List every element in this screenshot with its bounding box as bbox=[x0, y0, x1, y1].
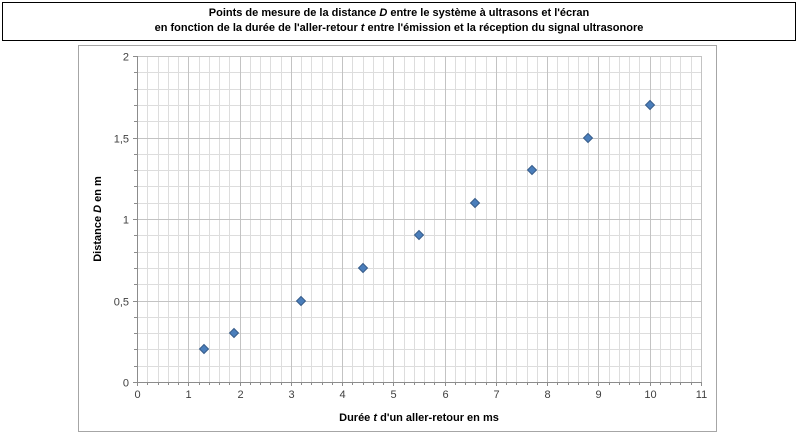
x-tick-label: 9 bbox=[595, 389, 601, 401]
x-tick-label: 0 bbox=[134, 389, 140, 401]
scatter-point bbox=[295, 295, 307, 307]
scatter-point bbox=[357, 262, 369, 274]
text-segment: d'un aller-retour en ms bbox=[377, 412, 499, 424]
text-segment: Durée bbox=[339, 412, 373, 424]
x-tick-label: 3 bbox=[288, 389, 294, 401]
x-tick-label: 10 bbox=[644, 389, 656, 401]
scatter-point bbox=[228, 327, 240, 339]
scatter-plot: 0 1 2 3 4 5 6 7 8 9 10 11 0 0,5 1 1,5 2 Durée t d'un alle… bbox=[92, 52, 707, 425]
x-axis-title: Durée t d'un aller-retour en ms bbox=[339, 412, 499, 424]
chart-title-line1: Points de mesure de la distance D entre … bbox=[3, 6, 795, 21]
italic-variable: t bbox=[360, 22, 365, 34]
scatter-point bbox=[526, 164, 538, 176]
y-tick-label: 1 bbox=[123, 215, 129, 227]
text-segment: entre le système à ultrasons et l'écran bbox=[387, 7, 590, 19]
x-tick-label: 7 bbox=[493, 389, 499, 401]
chart-title-box: Points de mesure de la distance D entre … bbox=[2, 2, 796, 41]
text-segment: entre l'émission et la réception du sign… bbox=[364, 22, 644, 34]
scatter-point bbox=[413, 229, 425, 241]
scatter-point bbox=[469, 197, 481, 209]
x-tick-label: 6 bbox=[442, 389, 448, 401]
x-tick-label: 11 bbox=[696, 389, 707, 401]
scatter-point bbox=[582, 132, 594, 144]
x-tick-label: 8 bbox=[544, 389, 550, 401]
y-tick-label: 2 bbox=[123, 52, 129, 64]
text-segment: Distance bbox=[92, 213, 104, 262]
scatter-point bbox=[644, 99, 656, 111]
italic-variable: t bbox=[373, 412, 378, 424]
x-tick-label: 1 bbox=[185, 389, 191, 401]
scatter-point bbox=[198, 343, 210, 355]
italic-variable: D bbox=[92, 205, 104, 213]
x-tick-label: 5 bbox=[390, 389, 396, 401]
y-axis-title: Distance D en m bbox=[92, 176, 104, 262]
y-tick-label: 0 bbox=[123, 378, 129, 390]
italic-variable: D bbox=[379, 7, 388, 19]
chart-title-line2: en fonction de la durée de l'aller-retou… bbox=[3, 21, 795, 36]
y-tick-label: 1,5 bbox=[114, 134, 129, 146]
text-segment: en m bbox=[92, 176, 104, 205]
text-segment: Points de mesure de la distance bbox=[208, 7, 380, 19]
y-tick-label: 0,5 bbox=[114, 297, 129, 309]
x-tick-label: 4 bbox=[339, 389, 345, 401]
chart-area: 0 1 2 3 4 5 6 7 8 9 10 11 0 0,5 1 1,5 2 Durée t d'un alle… bbox=[78, 45, 717, 432]
text-segment: en fonction de la durée de l'aller-retou… bbox=[154, 22, 361, 34]
x-tick-label: 2 bbox=[237, 389, 243, 401]
